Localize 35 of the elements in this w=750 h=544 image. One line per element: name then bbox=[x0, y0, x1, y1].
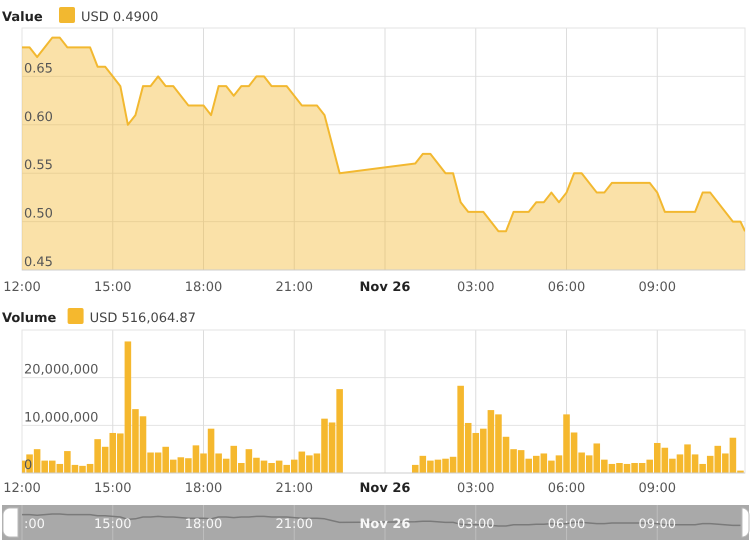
x-tick-label: 09:00 bbox=[638, 280, 676, 295]
x-tick-label: 15:00 bbox=[94, 517, 132, 532]
y-tick-label: 0.60 bbox=[24, 110, 53, 125]
x-tick-label: 18:00 bbox=[184, 517, 222, 532]
x-tick-label: 12:00 bbox=[3, 481, 41, 496]
x-tick-label: 15:00 bbox=[94, 280, 132, 295]
y-tick-label: 20,000,000 bbox=[24, 362, 98, 378]
x-tick-label: 18:00 bbox=[184, 280, 222, 295]
x-tick-label: 09:00 bbox=[638, 481, 676, 496]
x-tick-label: 06:00 bbox=[548, 517, 586, 532]
x-tick-label: 09:00 bbox=[638, 517, 676, 532]
x-tick-label: 03:00 bbox=[457, 280, 494, 295]
y-tick-label: 0.55 bbox=[24, 158, 53, 174]
y-tick-label: 0.65 bbox=[24, 61, 53, 76]
x-tick-label: :00 bbox=[24, 517, 45, 532]
x-tick-label: Nov 26 bbox=[360, 280, 410, 295]
legend-label: USD 516,064.87 bbox=[90, 311, 196, 326]
x-tick-label: 03:00 bbox=[457, 481, 494, 496]
x-tick-label: 18:00 bbox=[184, 481, 222, 496]
x-tick-label: Nov 26 bbox=[360, 481, 410, 496]
chart-title: Volume bbox=[2, 311, 57, 326]
x-tick-label: Nov 26 bbox=[360, 517, 410, 532]
y-tick-label: 0.45 bbox=[24, 255, 53, 270]
chart-title: Value bbox=[2, 10, 43, 25]
y-tick-label: 10,000,000 bbox=[24, 410, 98, 426]
y-tick-label: 0.50 bbox=[24, 206, 53, 222]
x-tick-label: 21:00 bbox=[276, 517, 313, 532]
x-tick-label: 21:00 bbox=[276, 481, 313, 496]
x-tick-label: 06:00 bbox=[548, 280, 586, 295]
x-tick-label: 12:00 bbox=[3, 280, 41, 295]
x-tick-label: 03:00 bbox=[457, 517, 494, 532]
x-tick-label: 21:00 bbox=[276, 280, 313, 295]
x-tick-label: 15:00 bbox=[94, 481, 132, 496]
legend-label: USD 0.4900 bbox=[81, 10, 158, 25]
x-tick-label: 06:00 bbox=[548, 481, 586, 496]
